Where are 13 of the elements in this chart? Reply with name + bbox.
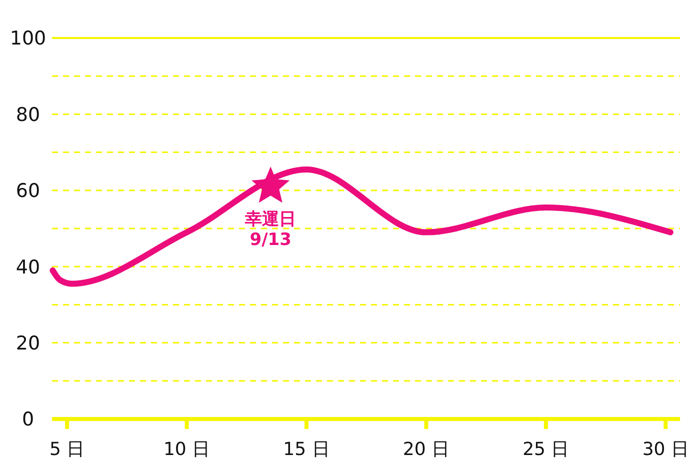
y-tick-label: 40 xyxy=(16,256,40,278)
x-tick-label: 25 日 xyxy=(522,439,570,460)
x-tick-label: 5 日 xyxy=(49,439,85,460)
y-tick-label: 80 xyxy=(16,104,40,126)
annotation: 幸運日 9/13 xyxy=(244,210,296,250)
x-tick-label: 30 日 xyxy=(642,439,689,460)
y-tick-label: 20 xyxy=(16,332,40,354)
y-tick-label: 60 xyxy=(16,180,40,202)
x-tick-label: 20 日 xyxy=(402,439,450,460)
y-tick-label: 0 xyxy=(22,408,34,431)
y-tick-label: 100 xyxy=(10,28,46,50)
x-tick-label: 10 日 xyxy=(163,439,210,460)
x-tick-label: 15 日 xyxy=(283,439,330,460)
